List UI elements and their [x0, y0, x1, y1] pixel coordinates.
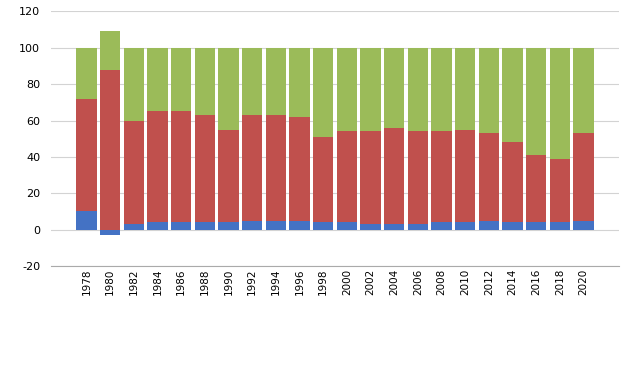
Bar — [502, 48, 523, 142]
Bar — [573, 133, 593, 220]
Bar — [147, 48, 167, 111]
Bar — [147, 222, 167, 230]
Bar — [124, 120, 144, 224]
Bar — [100, 70, 120, 230]
Bar — [147, 111, 167, 222]
Bar — [100, 32, 120, 70]
Bar — [455, 222, 475, 230]
Bar — [432, 131, 451, 222]
Bar — [171, 48, 191, 111]
Bar — [360, 48, 380, 131]
Bar — [550, 159, 570, 222]
Bar — [76, 211, 97, 230]
Bar — [384, 128, 404, 224]
Bar — [265, 115, 286, 220]
Bar — [455, 48, 475, 130]
Bar — [242, 48, 262, 115]
Bar — [384, 224, 404, 230]
Bar — [478, 220, 499, 230]
Bar — [573, 48, 593, 133]
Bar — [502, 222, 523, 230]
Bar — [242, 115, 262, 220]
Bar — [502, 142, 523, 222]
Bar — [171, 111, 191, 222]
Bar — [289, 48, 310, 117]
Bar — [550, 222, 570, 230]
Bar — [526, 222, 546, 230]
Bar — [124, 224, 144, 230]
Bar — [219, 48, 238, 130]
Bar — [550, 48, 570, 159]
Bar — [478, 48, 499, 133]
Bar — [265, 220, 286, 230]
Bar — [76, 48, 97, 99]
Bar — [408, 131, 428, 224]
Bar — [360, 131, 380, 224]
Bar — [219, 130, 238, 222]
Bar — [478, 133, 499, 220]
Bar — [100, 230, 120, 235]
Bar — [384, 48, 404, 128]
Bar — [526, 48, 546, 155]
Bar — [337, 131, 357, 222]
Bar — [195, 115, 215, 222]
Bar — [289, 220, 310, 230]
Bar — [360, 224, 380, 230]
Bar — [124, 48, 144, 120]
Bar — [432, 48, 451, 131]
Bar — [265, 48, 286, 115]
Bar — [526, 155, 546, 222]
Bar — [195, 48, 215, 115]
Bar — [76, 99, 97, 211]
Bar — [313, 137, 333, 222]
Bar — [195, 222, 215, 230]
Bar — [242, 220, 262, 230]
Bar — [289, 117, 310, 220]
Bar — [432, 222, 451, 230]
Bar — [313, 48, 333, 137]
Bar — [337, 222, 357, 230]
Bar — [313, 222, 333, 230]
Bar — [337, 48, 357, 131]
Bar — [171, 222, 191, 230]
Bar — [573, 220, 593, 230]
Bar — [408, 48, 428, 131]
Bar — [408, 224, 428, 230]
Bar — [455, 130, 475, 222]
Bar — [219, 222, 238, 230]
